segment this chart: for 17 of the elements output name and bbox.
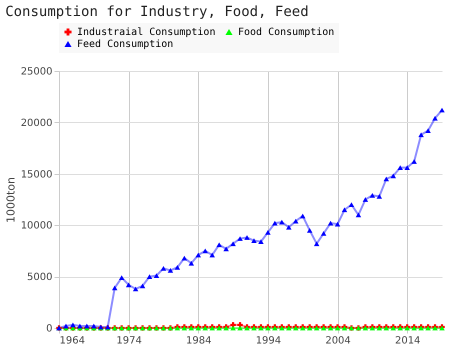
- x-tick-label: 1964: [60, 336, 85, 346]
- legend-label: Food Consumption: [238, 27, 334, 38]
- y-tick-label: 0: [46, 324, 52, 334]
- y-tick-label: 10000: [20, 220, 52, 232]
- x-tick-label: 1984: [186, 336, 212, 346]
- y-axis-title: 1000ton: [4, 176, 18, 224]
- x-tick-label: 2004: [325, 336, 351, 346]
- legend-label: Industraial Consumption: [77, 27, 216, 38]
- y-tick-label: 5000: [27, 272, 52, 284]
- chart-title: Consumption for Industry, Food, Feed: [5, 4, 309, 20]
- y-tick-label: 15000: [20, 169, 52, 180]
- x-tick-label: 1994: [256, 336, 282, 346]
- legend-label: Feed Consumption: [77, 39, 174, 50]
- y-tick-label: 20000: [20, 118, 52, 129]
- x-tick-label: 1974: [116, 336, 142, 346]
- y-tick-label: 25000: [20, 66, 52, 78]
- x-tick-label: 2014: [394, 336, 420, 346]
